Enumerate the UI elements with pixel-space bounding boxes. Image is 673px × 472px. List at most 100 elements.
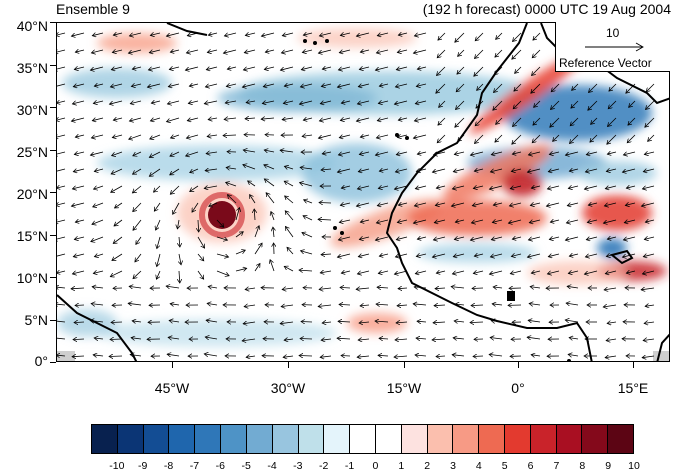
wind-arrow	[377, 118, 388, 121]
wind-arrow	[248, 181, 255, 186]
wind-arrow	[340, 203, 350, 205]
colorbar-label: 0	[373, 460, 379, 472]
wind-arrow	[270, 260, 274, 271]
wind-arrow	[356, 203, 369, 206]
wind-arrow	[568, 354, 578, 356]
wind-arrow	[93, 203, 103, 207]
wind-arrow	[299, 270, 312, 271]
wind-arrow	[284, 266, 293, 271]
wind-arrow	[57, 304, 65, 305]
colorbar-label: 9	[605, 460, 611, 472]
lat-tick	[50, 235, 56, 236]
wind-arrow	[495, 50, 502, 57]
wind-arrow	[93, 101, 103, 103]
lat-label: 35°N	[4, 60, 48, 76]
wind-arrow	[358, 339, 369, 340]
wind-arrow	[626, 186, 635, 188]
wind-arrow	[74, 152, 84, 154]
wind-arrow	[57, 118, 65, 120]
wind-arrow	[436, 271, 445, 273]
wind-arrow	[132, 67, 141, 69]
wind-arrow	[93, 271, 103, 273]
wind-arrow	[433, 237, 445, 240]
wind-arrow	[264, 67, 274, 69]
wind-arrow	[72, 101, 84, 104]
lat-tick	[50, 320, 56, 321]
wind-arrow	[113, 237, 122, 244]
wind-arrow	[243, 67, 255, 70]
wind-arrow	[169, 67, 179, 69]
wind-arrow	[74, 67, 84, 69]
wind-arrow	[217, 254, 229, 257]
colorbar-label: -2	[319, 460, 328, 472]
wind-arrow	[453, 338, 464, 339]
colorbar-swatch	[479, 425, 505, 453]
wind-arrow	[437, 135, 445, 143]
colorbar-swatch	[505, 425, 531, 453]
wind-arrow	[359, 67, 369, 69]
wind-arrow	[57, 254, 65, 257]
colorbar-label: 5	[502, 460, 508, 472]
wind-arrow	[188, 101, 198, 103]
wind-arrow	[285, 211, 293, 220]
lat-tick	[50, 107, 56, 108]
colorbar-label: -7	[190, 460, 199, 472]
wind-arrow	[217, 271, 229, 276]
wind-arrow	[208, 287, 217, 289]
wind-arrow	[341, 271, 350, 273]
wind-arrow	[265, 50, 274, 52]
wind-arrow	[415, 271, 426, 274]
wind-arrow	[302, 50, 312, 52]
wind-arrow	[413, 135, 426, 138]
wind-arrow	[648, 135, 654, 141]
wind-arrow	[73, 254, 84, 257]
wind-arrow	[339, 304, 350, 305]
wind-arrow	[435, 288, 445, 289]
wind-arrow	[627, 135, 635, 143]
map-svg	[57, 23, 670, 362]
wind-arrow	[495, 135, 502, 142]
wind-arrow	[376, 50, 388, 53]
wind-arrow	[379, 338, 388, 339]
colorbar-swatch	[350, 425, 376, 453]
colorbar-swatch	[376, 425, 402, 453]
wind-arrow	[432, 339, 445, 340]
wind-arrow	[75, 50, 84, 52]
lon-label: 45°W	[155, 380, 189, 396]
colorbar-swatch	[144, 425, 170, 453]
wind-arrow	[129, 286, 141, 288]
wind-arrow	[91, 50, 103, 53]
colorbar-swatch	[299, 425, 325, 453]
wind-arrow	[284, 181, 293, 186]
colorbar-swatch	[221, 425, 247, 453]
wind-arrow	[378, 355, 388, 356]
wind-arrow	[531, 355, 540, 356]
wind-arrow	[436, 356, 445, 357]
wind-arrow	[376, 135, 388, 138]
wind-arrow	[264, 179, 274, 186]
wind-arrow	[473, 356, 483, 357]
lat-tick	[50, 192, 56, 193]
wind-arrow	[641, 288, 654, 290]
wind-arrow	[303, 216, 312, 220]
wind-arrow	[375, 67, 388, 70]
lat-tick	[50, 277, 56, 278]
wind-arrow	[433, 322, 445, 323]
wind-arrow	[227, 67, 236, 69]
lon-tick	[288, 362, 289, 368]
colorbar-swatch	[273, 425, 299, 453]
wind-arrow	[93, 355, 103, 356]
wind-arrow	[417, 67, 426, 69]
wind-arrow	[438, 33, 445, 40]
colorbar-swatch	[453, 425, 479, 453]
colorbar-swatch	[169, 425, 195, 453]
wind-arrow	[224, 118, 236, 119]
wind-arrow	[154, 186, 161, 192]
wind-arrow	[319, 288, 331, 289]
wind-arrow	[301, 251, 313, 254]
lon-tick	[633, 362, 634, 368]
wind-arrow	[170, 304, 179, 305]
wind-arrow	[304, 200, 312, 203]
wind-arrow	[642, 356, 654, 358]
wind-arrow	[151, 101, 160, 103]
